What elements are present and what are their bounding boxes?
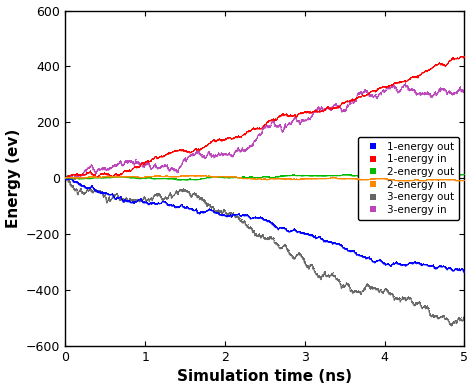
Line: 2-energy in: 2-energy in bbox=[64, 175, 465, 182]
2-energy out bbox=[450, 172, 456, 177]
2-energy out bbox=[380, 172, 385, 176]
Legend: 1-energy out, 1-energy in, 2-energy out, 2-energy in, 3-energy out, 3-energy in: 1-energy out, 1-energy in, 2-energy out,… bbox=[358, 136, 459, 220]
3-energy in bbox=[450, 92, 456, 97]
3-energy in bbox=[83, 169, 89, 174]
3-energy in bbox=[450, 92, 456, 96]
3-energy out bbox=[462, 313, 467, 318]
2-energy in bbox=[462, 178, 467, 183]
2-energy in bbox=[450, 178, 456, 183]
3-energy in bbox=[377, 92, 383, 96]
2-energy in bbox=[456, 179, 462, 184]
3-energy in bbox=[70, 178, 75, 183]
Line: 2-energy out: 2-energy out bbox=[64, 173, 465, 181]
2-energy out bbox=[377, 172, 383, 177]
2-energy in bbox=[63, 176, 68, 181]
2-energy out bbox=[63, 176, 68, 181]
2-energy out bbox=[462, 173, 467, 177]
3-energy out bbox=[257, 234, 263, 239]
2-energy out bbox=[450, 172, 456, 177]
1-energy out bbox=[461, 271, 467, 275]
2-energy in bbox=[83, 176, 89, 180]
1-energy out bbox=[83, 186, 89, 190]
1-energy in bbox=[377, 85, 383, 90]
1-energy out bbox=[256, 216, 262, 221]
3-energy out bbox=[377, 289, 383, 294]
Line: 3-energy out: 3-energy out bbox=[64, 176, 465, 326]
3-energy out bbox=[246, 226, 252, 230]
1-energy in bbox=[63, 176, 68, 181]
1-energy in bbox=[246, 129, 252, 134]
2-energy out bbox=[178, 178, 183, 183]
3-energy in bbox=[402, 82, 408, 86]
1-energy in bbox=[462, 55, 467, 59]
2-energy in bbox=[246, 176, 252, 181]
1-energy in bbox=[257, 127, 263, 131]
1-energy out bbox=[462, 270, 467, 275]
2-energy in bbox=[377, 177, 383, 181]
1-energy in bbox=[63, 176, 69, 181]
1-energy out bbox=[377, 258, 383, 262]
Y-axis label: Energy (ev): Energy (ev) bbox=[6, 129, 20, 228]
1-energy out bbox=[246, 215, 252, 219]
2-energy out bbox=[246, 175, 252, 180]
1-energy out bbox=[63, 176, 68, 181]
2-energy out bbox=[83, 176, 89, 181]
1-energy in bbox=[450, 56, 456, 61]
3-energy out bbox=[83, 190, 89, 195]
3-energy out bbox=[63, 176, 68, 181]
3-energy in bbox=[246, 145, 252, 150]
1-energy in bbox=[83, 172, 89, 176]
1-energy in bbox=[450, 56, 456, 60]
Line: 1-energy in: 1-energy in bbox=[64, 56, 465, 179]
2-energy in bbox=[450, 178, 456, 183]
X-axis label: Simulation time (ns): Simulation time (ns) bbox=[177, 369, 352, 385]
3-energy out bbox=[450, 320, 456, 324]
3-energy in bbox=[257, 133, 263, 138]
3-energy in bbox=[63, 175, 68, 179]
1-energy in bbox=[459, 54, 465, 59]
1-energy out bbox=[450, 269, 456, 273]
Line: 1-energy out: 1-energy out bbox=[64, 178, 465, 273]
Line: 3-energy in: 3-energy in bbox=[64, 83, 465, 181]
2-energy out bbox=[257, 176, 263, 180]
3-energy out bbox=[64, 174, 70, 179]
2-energy in bbox=[190, 174, 196, 178]
1-energy out bbox=[450, 269, 456, 273]
3-energy in bbox=[462, 87, 467, 92]
3-energy out bbox=[448, 324, 454, 328]
3-energy out bbox=[450, 320, 456, 324]
2-energy in bbox=[257, 177, 263, 181]
